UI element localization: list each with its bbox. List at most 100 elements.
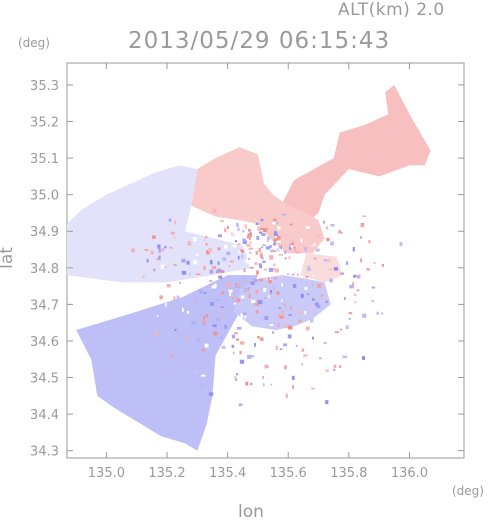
region-southwest: [76, 275, 258, 451]
speckle: [303, 354, 308, 357]
speckle: [277, 255, 280, 260]
speckle: [173, 236, 176, 239]
speckle: [230, 260, 234, 263]
speckle: [343, 296, 346, 301]
speckle: [279, 376, 281, 379]
speckle: [222, 315, 225, 318]
speckle: [293, 283, 297, 288]
speckle: [362, 215, 367, 218]
speckle: [289, 223, 293, 226]
speckle: [131, 248, 135, 253]
speckle: [368, 240, 371, 244]
speckle: [294, 267, 299, 272]
speckle: [248, 235, 251, 240]
speckle: [349, 285, 354, 289]
speckle: [220, 220, 224, 223]
speckle: [238, 403, 243, 407]
speckle: [270, 249, 274, 253]
speckle: [258, 300, 263, 305]
speckle: [206, 250, 210, 255]
speckle: [295, 250, 301, 254]
region-north: [191, 147, 325, 254]
speckle: [181, 258, 186, 263]
speckle: [296, 273, 299, 277]
speckle: [313, 243, 316, 246]
speckle: [237, 255, 240, 260]
y-tick-label: 34.6: [30, 335, 59, 350]
speckle: [247, 286, 251, 289]
speckle: [325, 297, 328, 300]
altitude-label: ALT(km) 2.0: [338, 0, 445, 20]
y-tick-label: 34.4: [30, 408, 59, 423]
speckle: [214, 283, 217, 288]
speckle: [311, 283, 314, 286]
speckle: [330, 224, 335, 227]
speckle: [263, 383, 265, 387]
speckle: [304, 324, 309, 328]
speckle: [357, 274, 361, 279]
speckle: [317, 283, 322, 288]
speckle: [306, 322, 310, 325]
speckle: [193, 357, 195, 361]
speckle: [359, 236, 362, 239]
speckle: [240, 341, 245, 345]
speckle: [354, 301, 357, 304]
speckle: [267, 277, 270, 282]
speckle: [241, 254, 244, 259]
speckle: [209, 280, 213, 282]
speckle: [216, 317, 221, 322]
speckle: [314, 302, 319, 306]
speckle: [276, 221, 279, 225]
speckle: [329, 278, 333, 283]
speckle: [158, 248, 162, 253]
speckle: [205, 314, 209, 318]
speckle: [161, 248, 165, 252]
speckle: [279, 315, 284, 319]
speckle: [257, 226, 261, 231]
speckle: [316, 234, 320, 239]
speckle: [153, 268, 155, 271]
speckle: [340, 272, 345, 275]
speckle: [249, 251, 252, 254]
speckle: [273, 232, 278, 236]
speckle: [266, 236, 270, 241]
speckle: [206, 405, 209, 408]
noise-speckles: [131, 208, 403, 408]
x-axis-unit: (deg): [452, 484, 484, 498]
speckle: [325, 300, 328, 303]
speckle: [250, 355, 255, 358]
speckle: [220, 336, 223, 339]
speckle: [362, 356, 365, 360]
speckle: [276, 248, 281, 252]
speckle: [212, 324, 217, 327]
speckle: [144, 249, 149, 251]
y-tick-label: 35.1: [30, 152, 59, 167]
speckle: [333, 368, 336, 372]
speckle: [216, 377, 219, 381]
speckle: [234, 332, 238, 335]
speckle: [257, 336, 260, 339]
speckle: [272, 222, 276, 225]
speckle: [328, 268, 333, 271]
x-tick-label: 135.8: [330, 466, 367, 481]
speckle: [311, 244, 314, 247]
speckle: [152, 235, 156, 239]
speckle: [236, 373, 239, 376]
speckle: [214, 227, 217, 231]
speckle: [284, 257, 287, 260]
speckle: [366, 268, 370, 271]
speckle: [232, 244, 237, 248]
speckle: [293, 246, 296, 249]
y-tick-label: 34.9: [30, 225, 59, 240]
speckle: [249, 244, 253, 248]
speckle: [240, 249, 244, 253]
speckle: [158, 255, 161, 260]
speckle: [359, 274, 361, 279]
speckle: [254, 262, 258, 265]
y-tick-label: 34.3: [30, 445, 59, 460]
speckle: [255, 251, 259, 255]
axis-tick-labels: 135.0 135.2 135.4 135.6 135.8 136.0 34.3 34.4 34…: [30, 79, 428, 481]
speckle: [260, 246, 264, 249]
speckle: [266, 245, 269, 248]
speckle: [256, 303, 259, 307]
